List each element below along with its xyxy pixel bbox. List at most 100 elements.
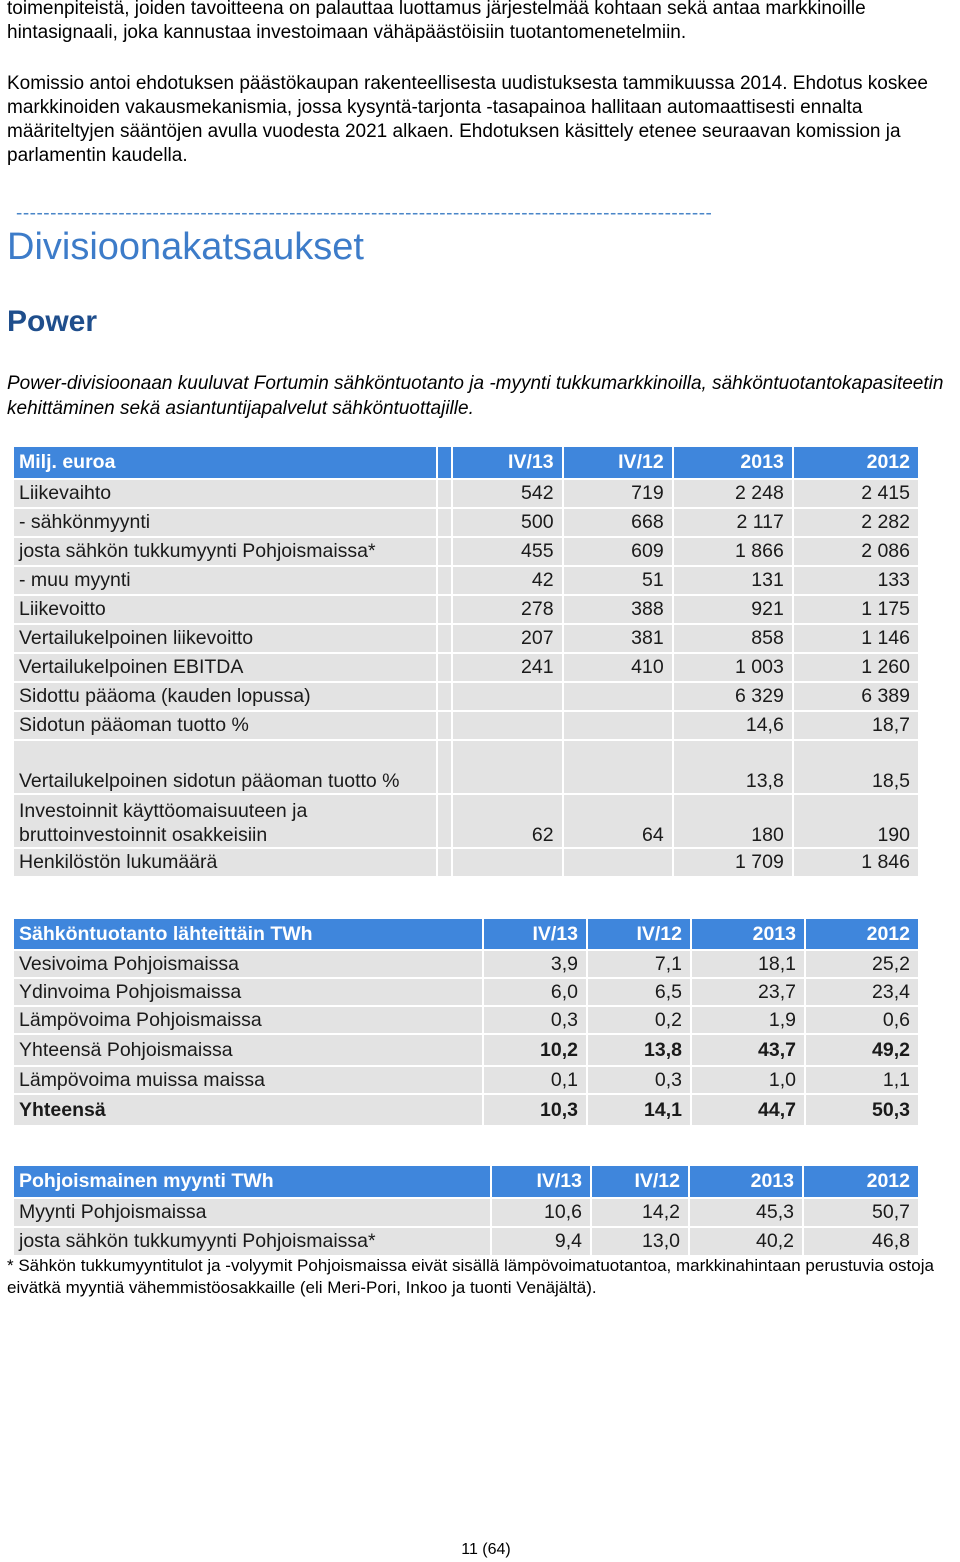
table-row: Vertailukelpoinen liikevoitto 207 381 85… [14, 625, 920, 652]
table-row: Sidotun pääoman tuotto % 14,6 18,7 [14, 712, 920, 739]
table-header-row: Sähköntuotanto lähteittäin TWh IV/13 IV/… [14, 919, 920, 949]
cell: 14,6 [673, 712, 794, 739]
cell: 133 [793, 567, 920, 594]
row-label: - muu myynti [14, 567, 439, 594]
row-label: Sidotun pääoman tuotto % [14, 712, 439, 739]
row-label: - sähkönmyynti [14, 509, 439, 536]
cell: 500 [453, 509, 564, 536]
footnote: * Sähkön tukkumyyntitulot ja -volyymit P… [7, 1256, 934, 1297]
cell: 13,8 [588, 1035, 692, 1065]
nordic-sales-table: Pohjoismainen myynti TWh IV/13 IV/12 201… [14, 1164, 920, 1257]
cell: 51 [563, 567, 674, 594]
cell [563, 712, 674, 739]
cell: 13,0 [592, 1228, 690, 1255]
cell: 131 [673, 567, 794, 594]
header-cell: IV/12 [592, 1166, 690, 1197]
cell: 381 [563, 625, 674, 652]
cell: 410 [563, 654, 674, 681]
row-label: Yhteensä Pohjoismaissa [14, 1035, 484, 1065]
cell: 18,5 [793, 741, 920, 793]
row-label: Liikevaihto [14, 480, 439, 507]
row-label: Lämpövoima Pohjoismaissa [14, 1007, 484, 1033]
cell: 46,8 [804, 1228, 920, 1255]
cell: 1 866 [673, 538, 794, 565]
cell: 9,4 [492, 1228, 592, 1255]
cell: 1 175 [793, 596, 920, 623]
cell: 43,7 [692, 1035, 806, 1065]
table-row: Vesivoima Pohjoismaissa 3,9 7,1 18,1 25,… [14, 951, 920, 977]
table-header-row: Pohjoismainen myynti TWh IV/13 IV/12 201… [14, 1166, 920, 1197]
table-header-row: Milj. euroa IV/13 IV/12 2013 2012 [14, 447, 920, 478]
cell: 2 415 [793, 480, 920, 507]
cell: 180 [673, 795, 794, 847]
cell: 64 [563, 795, 674, 847]
cell [453, 741, 564, 793]
cell: 1 003 [673, 654, 794, 681]
cell: 50,3 [806, 1095, 920, 1125]
header-cell: IV/13 [453, 447, 564, 478]
cell: 609 [563, 538, 674, 565]
table-row: josta sähkön tukkumyynti Pohjoismaissa* … [14, 538, 920, 565]
row-label: Henkilöstön lukumäärä [14, 849, 439, 876]
section-separator: ----------------------------------------… [16, 203, 713, 224]
row-label: Myynti Pohjoismaissa [14, 1199, 492, 1226]
cell: 0,3 [588, 1067, 692, 1093]
cell: 190 [793, 795, 920, 847]
table-row: Investoinnit käyttöomaisuuteen ja brutto… [14, 795, 920, 847]
header-cell: 2013 [673, 447, 794, 478]
cell: 25,2 [806, 951, 920, 977]
row-label: josta sähkön tukkumyynti Pohjoismaissa* [14, 538, 439, 565]
row-label: Vertailukelpoinen sidotun pääoman tuotto… [14, 741, 439, 793]
cell: 921 [673, 596, 794, 623]
cell: 0,6 [806, 1007, 920, 1033]
division-title: Power [7, 305, 98, 338]
table-row: Liikevaihto 542 719 2 248 2 415 [14, 480, 920, 507]
cell: 10,6 [492, 1199, 592, 1226]
table-row: - muu myynti 42 51 131 133 [14, 567, 920, 594]
cell [453, 712, 564, 739]
table-row: Myynti Pohjoismaissa 10,6 14,2 45,3 50,7 [14, 1199, 920, 1226]
table-row: Liikevoitto 278 388 921 1 175 [14, 596, 920, 623]
row-label: Vertailukelpoinen EBITDA [14, 654, 439, 681]
cell: 2 117 [673, 509, 794, 536]
row-label: josta sähkön tukkumyynti Pohjoismaissa* [14, 1228, 492, 1255]
table-row: Vertailukelpoinen sidotun pääoman tuotto… [14, 741, 920, 793]
row-label: Lämpövoima muissa maissa [14, 1067, 484, 1093]
cell: 0,1 [484, 1067, 588, 1093]
cell: 455 [453, 538, 564, 565]
table-row-total: Yhteensä 10,3 14,1 44,7 50,3 [14, 1095, 920, 1125]
cell: 49,2 [806, 1035, 920, 1065]
cell: 1,1 [806, 1067, 920, 1093]
cell [563, 683, 674, 710]
cell: 719 [563, 480, 674, 507]
division-intro: Power-divisioonaan kuuluvat Fortumin säh… [7, 373, 944, 419]
cell: 1,9 [692, 1007, 806, 1033]
row-label: Vesivoima Pohjoismaissa [14, 951, 484, 977]
cell: 1,0 [692, 1067, 806, 1093]
cell: 278 [453, 596, 564, 623]
table-row: Sidottu pääoma (kauden lopussa) 6 329 6 … [14, 683, 920, 710]
cell [563, 849, 674, 876]
cell: 1 260 [793, 654, 920, 681]
cell: 1 709 [673, 849, 794, 876]
table-row: Lämpövoima Pohjoismaissa 0,3 0,2 1,9 0,6 [14, 1007, 920, 1033]
financials-table: Milj. euroa IV/13 IV/12 2013 2012 Liikev… [14, 445, 920, 878]
table-row-subtotal: Yhteensä Pohjoismaissa 10,2 13,8 43,7 49… [14, 1035, 920, 1065]
cell: 1 146 [793, 625, 920, 652]
row-label: Yhteensä [14, 1095, 484, 1125]
cell: 542 [453, 480, 564, 507]
header-cell: 2012 [804, 1166, 920, 1197]
cell: 45,3 [690, 1199, 804, 1226]
cell: 207 [453, 625, 564, 652]
paragraph-emissions-intro: toimenpiteistä, joiden tavoitteena on pa… [7, 0, 866, 43]
cell: 10,2 [484, 1035, 588, 1065]
row-label: Liikevoitto [14, 596, 439, 623]
header-cell: 2013 [692, 919, 806, 949]
header-cell: IV/12 [588, 919, 692, 949]
section-title: Divisioonakatsaukset [7, 226, 364, 268]
cell: 50,7 [804, 1199, 920, 1226]
table-row: josta sähkön tukkumyynti Pohjoismaissa* … [14, 1228, 920, 1255]
header-cell: Sähköntuotanto lähteittäin TWh [14, 919, 484, 949]
cell: 23,7 [692, 979, 806, 1005]
header-cell: 2013 [690, 1166, 804, 1197]
